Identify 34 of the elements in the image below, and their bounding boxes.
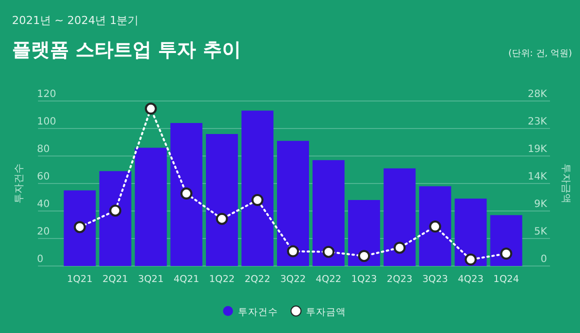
y-tick-label: 80	[37, 144, 50, 155]
y-tick-label: 100	[37, 116, 56, 128]
y2-tick-label: 0	[540, 254, 547, 265]
chart-title: 플랫폼 스타트업 투자 추이	[12, 39, 241, 61]
y2-tick-label: 28K	[528, 89, 548, 100]
x-tick-label: 2Q23	[386, 274, 412, 285]
y2-axis-title: 투자금액	[560, 164, 571, 204]
y2-tick-label: 14K	[528, 172, 548, 182]
chart-subtitle: 2021년 ~ 2024년 1분기	[12, 14, 139, 27]
y-tick-label: 120	[37, 89, 56, 100]
y-axis-title: 투자건수	[14, 164, 25, 204]
x-tick-label: 3Q21	[138, 274, 164, 285]
x-tick-label: 4Q21	[174, 274, 200, 285]
y-tick-label: 40	[37, 199, 50, 210]
x-tick-label: 2Q21	[102, 274, 128, 285]
x-tick-label: 1Q22	[209, 274, 235, 285]
y2-tick-label: 19K	[528, 144, 548, 155]
text: (단위: 건, 억원)	[508, 49, 572, 59]
x-tick-label: 1Q24	[493, 274, 520, 285]
x-tick-label: 1Q21	[66, 274, 93, 285]
x-tick-label: 4Q23	[458, 274, 484, 285]
y2-tick-label: 23K	[528, 116, 548, 128]
y-tick-label: 60	[37, 172, 50, 182]
legend-label: 투자건수	[238, 307, 278, 318]
y-tick-label: 20	[37, 226, 50, 238]
x-tick-label: 3Q23	[422, 274, 448, 285]
x-tick-label: 2Q22	[244, 274, 270, 285]
x-tick-label: 3Q22	[280, 274, 306, 285]
x-tick-label: 1Q23	[351, 274, 377, 285]
y-tick-label: 0	[37, 254, 44, 265]
y2-tick-label: 5K	[534, 226, 548, 238]
y2-tick-label: 9K	[534, 199, 548, 210]
x-tick-label: 4Q22	[316, 274, 342, 285]
legend-label: 투자금액	[306, 307, 346, 318]
